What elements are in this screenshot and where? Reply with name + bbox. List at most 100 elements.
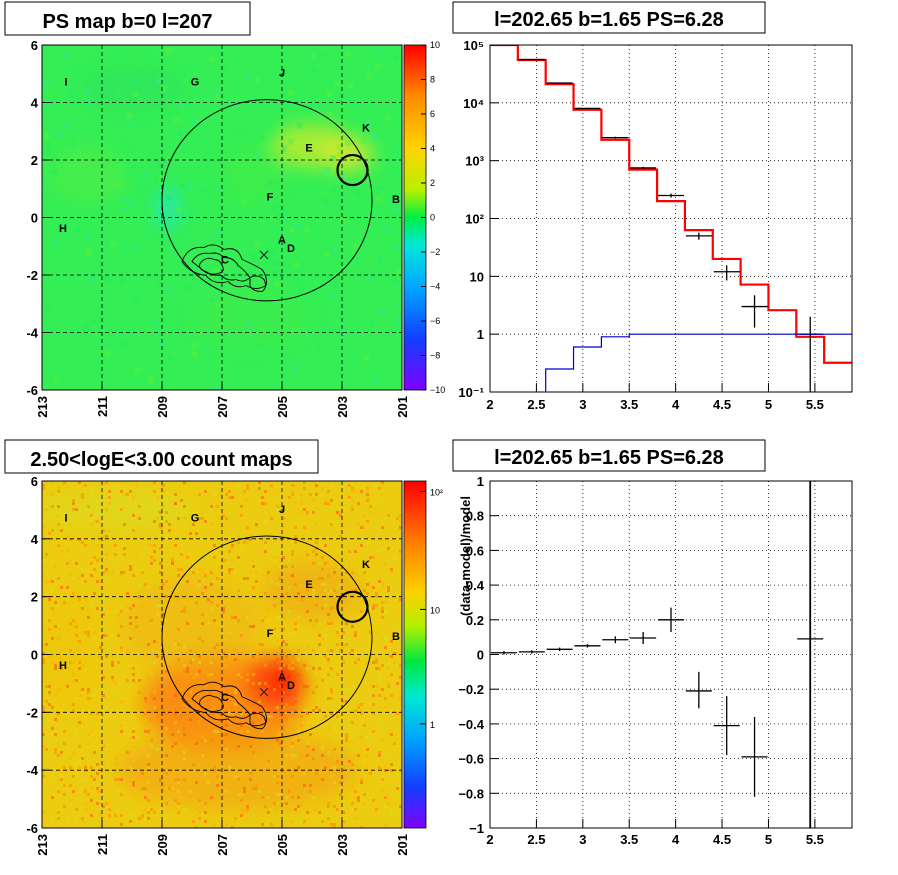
map-pixel xyxy=(63,481,66,484)
map-pixel xyxy=(210,553,213,556)
map-pixel xyxy=(183,778,186,781)
map-pixel xyxy=(123,195,130,202)
map-pixel xyxy=(312,562,315,565)
map-pixel xyxy=(165,787,168,790)
map-pixel xyxy=(165,520,168,523)
map-pixel xyxy=(297,625,300,628)
map-pixel xyxy=(216,184,223,191)
map-pixel xyxy=(393,538,396,541)
map-pixel xyxy=(381,526,384,529)
map-pixel xyxy=(306,685,309,688)
map-pixel xyxy=(327,751,330,754)
map-pixel xyxy=(187,182,194,189)
map-pixel xyxy=(189,691,192,694)
map-pixel xyxy=(330,484,333,487)
map-pixel xyxy=(158,341,165,348)
map-pixel xyxy=(288,496,291,499)
map-pixel xyxy=(375,667,378,670)
map-pixel xyxy=(87,742,90,745)
map-pixel xyxy=(315,484,318,487)
map-pixel xyxy=(274,281,281,288)
map-pixel xyxy=(348,688,351,691)
map-pixel xyxy=(72,508,75,511)
map-pixel xyxy=(327,727,330,730)
map-pixel xyxy=(306,589,309,592)
map-pixel xyxy=(321,820,324,823)
map-pixel xyxy=(96,520,99,523)
map-pixel xyxy=(207,598,210,601)
map-pixel xyxy=(351,505,354,508)
map-pixel xyxy=(81,721,84,724)
map-pixel xyxy=(159,586,162,589)
map-pixel xyxy=(372,730,375,733)
map-pixel xyxy=(294,541,297,544)
x-tick-label: 207 xyxy=(215,396,230,418)
map-pixel xyxy=(81,817,84,820)
map-pixel xyxy=(330,712,333,715)
map-pixel xyxy=(363,589,366,592)
x-tick-label: 2.5 xyxy=(527,397,545,412)
map-pixel xyxy=(279,646,282,649)
map-pixel xyxy=(279,577,282,580)
map-pixel xyxy=(261,823,264,826)
map-pixel xyxy=(384,697,387,700)
map-pixel xyxy=(327,111,334,118)
map-pixel xyxy=(276,706,279,709)
map-pixel xyxy=(296,123,303,130)
x-tick-label: 3 xyxy=(579,397,586,412)
source-label-C: C xyxy=(221,692,229,704)
map-pixel xyxy=(312,796,315,799)
map-pixel xyxy=(276,802,279,805)
map-pixel xyxy=(327,805,330,808)
map-pixel xyxy=(285,661,288,664)
map-pixel xyxy=(72,502,75,505)
map-pixel xyxy=(390,694,393,697)
map-pixel xyxy=(201,814,204,817)
map-pixel xyxy=(166,286,173,293)
map-pixel xyxy=(198,568,201,571)
map-pixel xyxy=(354,715,357,718)
map-pixel xyxy=(327,502,330,505)
molecular-contours xyxy=(181,681,267,730)
map-pixel xyxy=(297,766,300,769)
map-pixel xyxy=(45,700,48,703)
map-pixel xyxy=(384,226,391,233)
map-pixel xyxy=(90,697,93,700)
map-pixel xyxy=(87,733,90,736)
map-pixel xyxy=(312,691,315,694)
map-pixel xyxy=(306,667,309,670)
map-pixel xyxy=(144,787,147,790)
map-pixel xyxy=(165,727,168,730)
map-pixel xyxy=(222,583,225,586)
map-pixel xyxy=(300,493,303,496)
map-pixel xyxy=(252,559,255,562)
map-pixel xyxy=(99,664,102,667)
map-pixel xyxy=(160,85,167,92)
map-pixel xyxy=(246,322,253,329)
map-pixel xyxy=(393,652,396,655)
map-pixel xyxy=(357,502,360,505)
map-pixel xyxy=(357,754,360,757)
map-pixel xyxy=(156,580,159,583)
map-pixel xyxy=(177,598,180,601)
map-pixel xyxy=(384,823,387,826)
map-pixel xyxy=(90,775,93,778)
map-pixel xyxy=(279,565,282,568)
map-pixel xyxy=(354,790,357,793)
map-pixel xyxy=(228,496,231,499)
map-pixel xyxy=(306,811,309,814)
map-pixel xyxy=(261,643,264,646)
map-pixel xyxy=(162,571,165,574)
map-pixel xyxy=(114,610,117,613)
map-pixel xyxy=(243,577,246,580)
map-pixel xyxy=(312,592,315,595)
map-pixel xyxy=(336,151,343,158)
map-pixel xyxy=(228,718,231,721)
map-pixel xyxy=(294,808,297,811)
map-pixel xyxy=(297,778,300,781)
map-pixel xyxy=(291,634,294,637)
map-pixel xyxy=(75,817,78,820)
map-pixel xyxy=(297,673,300,676)
map-pixel xyxy=(291,754,294,757)
map-pixel xyxy=(51,493,54,496)
